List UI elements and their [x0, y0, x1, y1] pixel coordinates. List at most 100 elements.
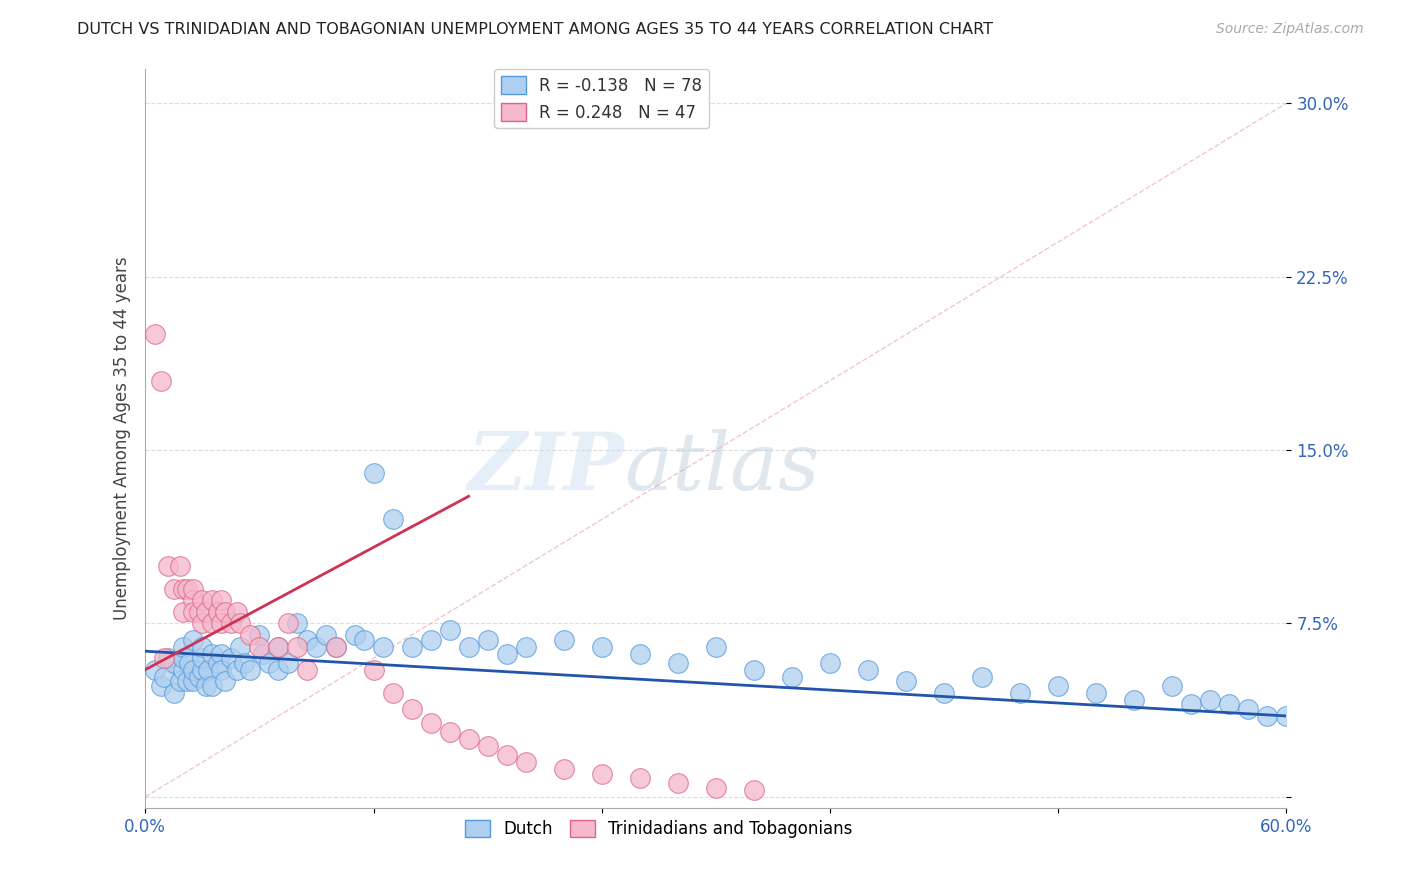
Point [353, 632, 375, 647]
Point [666, 776, 689, 790]
Point [1199, 692, 1222, 706]
Point [495, 647, 517, 661]
Point [239, 663, 262, 677]
Point [742, 663, 765, 677]
Point [287, 640, 309, 654]
Point [457, 640, 479, 654]
Point [207, 605, 229, 619]
Point [181, 582, 204, 596]
Point [363, 663, 385, 677]
Point [419, 632, 441, 647]
Text: ZIP: ZIP [468, 429, 624, 507]
Point [191, 651, 214, 665]
Text: DUTCH VS TRINIDADIAN AND TOBAGONIAN UNEMPLOYMENT AMONG AGES 35 TO 44 YEARS CORRE: DUTCH VS TRINIDADIAN AND TOBAGONIAN UNEM… [77, 22, 993, 37]
Point [143, 663, 166, 677]
Point [894, 674, 917, 689]
Point [1047, 679, 1070, 693]
Point [477, 632, 499, 647]
Point [553, 632, 575, 647]
Point [225, 663, 247, 677]
Point [628, 647, 651, 661]
Point [277, 656, 299, 670]
Point [267, 663, 290, 677]
Point [401, 702, 423, 716]
Point [201, 647, 224, 661]
Point [401, 640, 423, 654]
Point [153, 651, 176, 665]
Point [267, 640, 290, 654]
Point [157, 558, 180, 573]
Point [214, 674, 236, 689]
Point [187, 605, 209, 619]
Point [172, 640, 194, 654]
Point [704, 780, 727, 795]
Point [325, 640, 347, 654]
Point [381, 686, 404, 700]
Point [295, 632, 318, 647]
Point [195, 679, 218, 693]
Point [172, 651, 194, 665]
Point [181, 663, 204, 677]
Point [287, 616, 309, 631]
Point [201, 593, 224, 607]
Point [742, 783, 765, 797]
Point [176, 674, 198, 689]
Point [172, 582, 194, 596]
Point [1237, 702, 1260, 716]
Point [1010, 686, 1032, 700]
Point [169, 558, 191, 573]
Point [207, 656, 229, 670]
Point [704, 640, 727, 654]
Point [157, 651, 180, 665]
Point [181, 632, 204, 647]
Text: atlas: atlas [624, 429, 820, 507]
Point [381, 512, 404, 526]
Point [153, 670, 176, 684]
Point [1275, 709, 1298, 723]
Point [252, 647, 274, 661]
Point [628, 772, 651, 786]
Point [1123, 692, 1146, 706]
Point [201, 616, 224, 631]
Point [439, 725, 461, 739]
Point [191, 593, 214, 607]
Point [163, 686, 186, 700]
Point [932, 686, 955, 700]
Point [181, 593, 204, 607]
Point [495, 748, 517, 763]
Point [257, 656, 280, 670]
Point [219, 651, 242, 665]
Point [249, 640, 271, 654]
Point [315, 628, 337, 642]
Point [229, 640, 252, 654]
Point [181, 605, 204, 619]
Point [195, 605, 218, 619]
Point [277, 616, 299, 631]
Point [191, 616, 214, 631]
Point [181, 674, 204, 689]
Point [371, 640, 394, 654]
Point [172, 605, 194, 619]
Legend: Dutch, Trinidadians and Tobagonians: Dutch, Trinidadians and Tobagonians [458, 813, 859, 845]
Point [553, 762, 575, 776]
Point [419, 715, 441, 730]
Point [477, 739, 499, 753]
Point [305, 640, 328, 654]
Point [219, 616, 242, 631]
Point [163, 582, 186, 596]
Point [295, 663, 318, 677]
Point [233, 656, 256, 670]
Point [267, 640, 290, 654]
Point [172, 663, 194, 677]
Point [214, 605, 236, 619]
Point [197, 663, 219, 677]
Point [591, 766, 613, 780]
Point [176, 582, 198, 596]
Point [1218, 698, 1240, 712]
Point [591, 640, 613, 654]
Point [187, 670, 209, 684]
Point [325, 640, 347, 654]
Point [229, 616, 252, 631]
Point [457, 732, 479, 747]
Point [191, 640, 214, 654]
